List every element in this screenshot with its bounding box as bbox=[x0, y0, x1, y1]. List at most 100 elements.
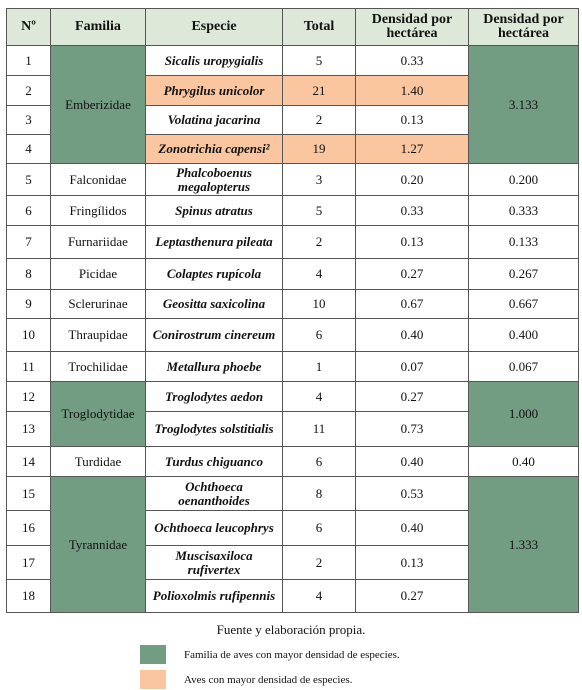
species-cell: Polioxolmis rufipennis bbox=[145, 579, 283, 613]
header-cell: Total bbox=[282, 8, 356, 46]
density-table: Nº Familia Especie Total Densidad por hectár… bbox=[6, 8, 579, 613]
total-cell: 19 bbox=[282, 134, 356, 164]
table-row: 6 Fringílidos Spinus atratus 5 0.33 0.333 bbox=[6, 195, 579, 226]
total-cell: 1 bbox=[282, 351, 356, 382]
family-cell: Falconidae bbox=[50, 163, 146, 196]
total-cell: 6 bbox=[282, 318, 356, 352]
total-cell: 2 bbox=[282, 225, 356, 259]
legend-swatch bbox=[140, 645, 166, 664]
family-density-cell: 0.333 bbox=[468, 195, 579, 226]
density-cell: 0.13 bbox=[355, 105, 469, 135]
family-density-cell: 0.40 bbox=[468, 446, 579, 477]
family-cell: Trochilidae bbox=[50, 351, 146, 382]
species-cell: Volatina jacarina bbox=[145, 105, 283, 135]
header-cell: Familia bbox=[50, 8, 146, 46]
density-cell: 0.53 bbox=[355, 476, 469, 511]
header-cell: Especie bbox=[145, 8, 283, 46]
total-cell: 2 bbox=[282, 105, 356, 135]
species-cell: Phrygilus unicolor bbox=[145, 75, 283, 106]
species-cell: Phalcoboenus megalopterus bbox=[145, 163, 283, 196]
number-cell: 16 bbox=[6, 510, 51, 546]
family-density-cell: 0.400 bbox=[468, 318, 579, 352]
family-cell: Fringílidos bbox=[50, 195, 146, 226]
table-row: 18 Polioxolmis rufipennis 4 0.27 bbox=[6, 579, 579, 613]
family-density-cell: 0.667 bbox=[468, 289, 579, 319]
table-row: 13 Troglodytes solstitialis 11 0.73 bbox=[6, 411, 579, 447]
total-cell: 6 bbox=[282, 446, 356, 477]
legend-label: Familia de aves con mayor densidad de es… bbox=[184, 648, 400, 661]
table-row: 17 Muscisaxiloca rufivertex 2 0.13 bbox=[6, 545, 579, 580]
total-cell: 11 bbox=[282, 411, 356, 447]
number-cell: 10 bbox=[6, 318, 51, 352]
density-cell: 1.27 bbox=[355, 134, 469, 164]
number-cell: 7 bbox=[6, 225, 51, 259]
total-cell: 10 bbox=[282, 289, 356, 319]
species-cell: Geositta saxicolina bbox=[145, 289, 283, 319]
family-cell: Troglodytidae bbox=[50, 381, 146, 447]
species-cell: Metallura phoebe bbox=[145, 351, 283, 382]
total-cell: 4 bbox=[282, 381, 356, 412]
species-cell: Sicalis uropygialis bbox=[145, 45, 283, 76]
number-cell: 18 bbox=[6, 579, 51, 613]
number-cell: 11 bbox=[6, 351, 51, 382]
table-row: 11 Trochilidae Metallura phoebe 1 0.07 0.067 bbox=[6, 351, 579, 382]
legend-swatch bbox=[140, 670, 166, 689]
number-cell: 15 bbox=[6, 476, 51, 511]
table-body: 1 Emberizidae Sicalis uropygialis 5 0.33 3.13… bbox=[6, 45, 579, 613]
table-row: 16 Ochthoeca leucophrys 6 0.40 bbox=[6, 510, 579, 546]
species-cell: Leptasthenura pileata bbox=[145, 225, 283, 259]
legend-item: Aves con mayor densidad de especies. bbox=[140, 670, 352, 689]
number-cell: 14 bbox=[6, 446, 51, 477]
number-cell: 4 bbox=[6, 134, 51, 164]
density-cell: 0.20 bbox=[355, 163, 469, 196]
species-cell: Zonotrichia capensi² bbox=[145, 134, 283, 164]
header-cell: Nº bbox=[6, 8, 51, 46]
family-density-cell: 1.000 bbox=[468, 381, 579, 447]
species-cell: Troglodytes solstitialis bbox=[145, 411, 283, 447]
header-cell: Densidad por hectárea bbox=[468, 8, 579, 46]
number-cell: 2 bbox=[6, 75, 51, 106]
number-cell: 3 bbox=[6, 105, 51, 135]
species-cell: Troglodytes aedon bbox=[145, 381, 283, 412]
number-cell: 17 bbox=[6, 545, 51, 580]
family-cell: Emberizidae bbox=[50, 45, 146, 164]
table-row: 9 Sclerurinae Geositta saxicolina 10 0.67 0.6… bbox=[6, 289, 579, 319]
number-cell: 1 bbox=[6, 45, 51, 76]
total-cell: 6 bbox=[282, 510, 356, 546]
number-cell: 13 bbox=[6, 411, 51, 447]
table-row: 15 Tyrannidae Ochthoeca oenanthoides 8 0.53 1… bbox=[6, 476, 579, 613]
family-cell: Picidae bbox=[50, 258, 146, 290]
number-cell: 6 bbox=[6, 195, 51, 226]
header-cell: Densidad por hectárea bbox=[355, 8, 469, 46]
table-row: 2 Phrygilus unicolor 21 1.40 bbox=[6, 75, 579, 106]
total-cell: 5 bbox=[282, 195, 356, 226]
number-cell: 9 bbox=[6, 289, 51, 319]
legend-label: Aves con mayor densidad de especies. bbox=[184, 673, 353, 686]
source-note: Fuente y elaboración propia. bbox=[216, 622, 366, 637]
total-cell: 4 bbox=[282, 258, 356, 290]
table-row: 3 Volatina jacarina 2 0.13 bbox=[6, 105, 579, 135]
density-cell: 0.07 bbox=[355, 351, 469, 382]
table-row: 1 Emberizidae Sicalis uropygialis 5 0.33 3.13… bbox=[6, 45, 579, 164]
total-cell: 5 bbox=[282, 45, 356, 76]
species-cell: Ochthoeca leucophrys bbox=[145, 510, 283, 546]
family-density-cell: 0.133 bbox=[468, 225, 579, 259]
family-cell: Tyrannidae bbox=[50, 476, 146, 613]
family-cell: Turdidae bbox=[50, 446, 146, 477]
table-row: 7 Furnariidae Leptasthenura pileata 2 0.13 0.… bbox=[6, 225, 579, 259]
total-cell: 4 bbox=[282, 579, 356, 613]
number-cell: 8 bbox=[6, 258, 51, 290]
total-cell: 8 bbox=[282, 476, 356, 511]
legend-item: Familia de aves con mayor densidad de es… bbox=[140, 645, 400, 664]
species-cell: Colaptes rupícola bbox=[145, 258, 283, 290]
number-cell: 12 bbox=[6, 381, 51, 412]
density-cell: 0.67 bbox=[355, 289, 469, 319]
table-row: 4 Zonotrichia capensi² 19 1.27 bbox=[6, 134, 579, 164]
density-cell: 0.40 bbox=[355, 318, 469, 352]
density-cell: 0.73 bbox=[355, 411, 469, 447]
density-cell: 0.33 bbox=[355, 195, 469, 226]
family-density-cell: 0.200 bbox=[468, 163, 579, 196]
species-cell: Conirostrum cinereum bbox=[145, 318, 283, 352]
table-row: 14 Turdidae Turdus chiguanco 6 0.40 0.40 bbox=[6, 446, 579, 477]
